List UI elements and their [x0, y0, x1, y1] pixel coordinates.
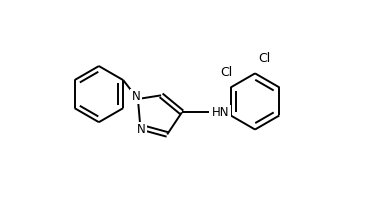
Text: Cl: Cl — [220, 66, 233, 79]
Text: N: N — [132, 90, 140, 103]
Text: Cl: Cl — [258, 52, 270, 65]
Text: HN: HN — [212, 106, 230, 119]
Text: N: N — [137, 123, 145, 136]
